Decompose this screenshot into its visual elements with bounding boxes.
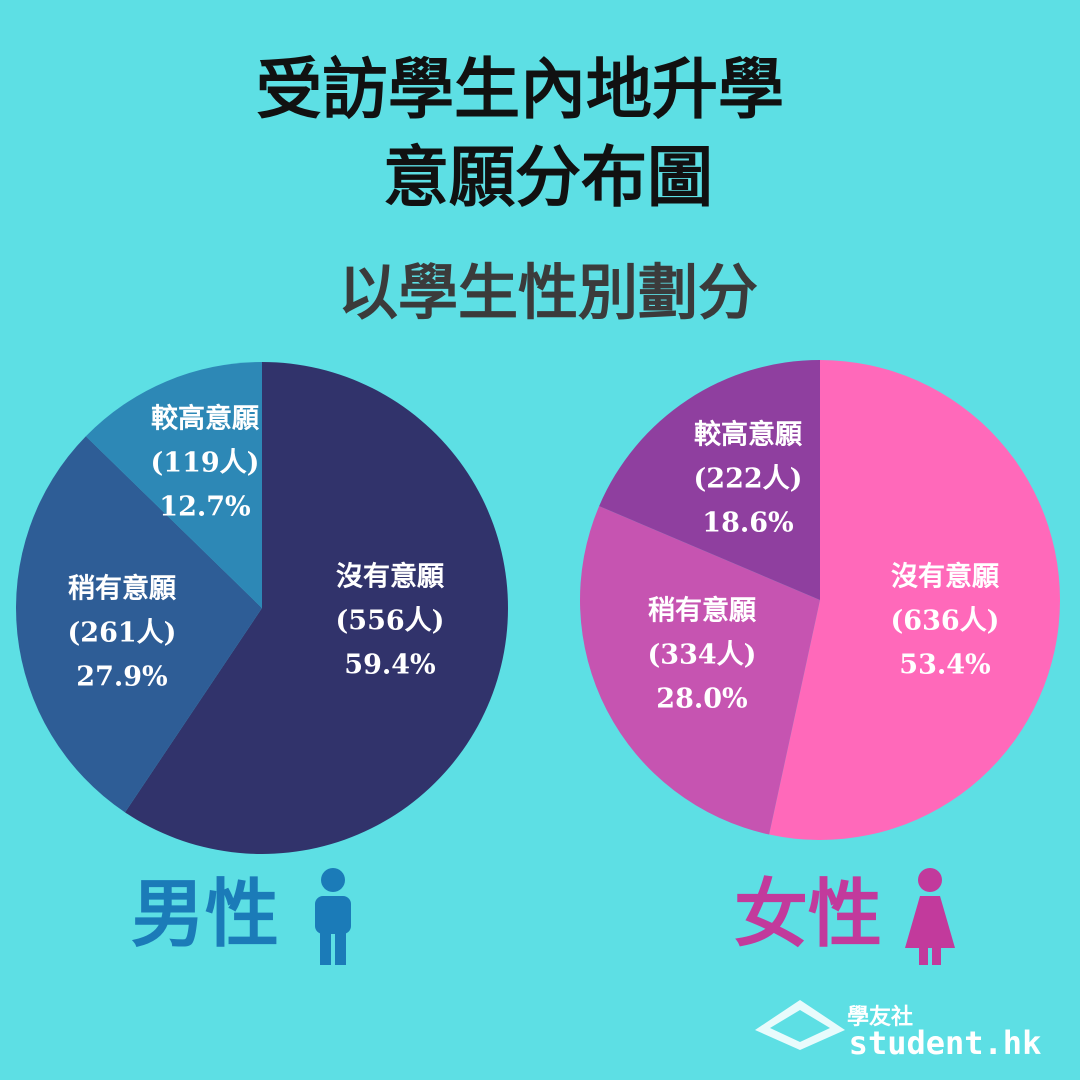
logo-name: 學友社	[847, 1004, 913, 1030]
title-line: 意願分布圖	[383, 138, 713, 216]
logo: 學友社 student.hk	[755, 1000, 1041, 1062]
pie-slice	[580, 506, 820, 835]
slice-category: 稍有意願	[648, 595, 757, 627]
slice-count: (119人)	[151, 448, 260, 479]
male-icon	[315, 868, 351, 965]
slice-percent: 27.9%	[76, 662, 167, 693]
pie-slice	[599, 360, 820, 600]
pie-slice	[16, 436, 262, 813]
pie-title: 女性	[734, 872, 882, 958]
slice-percent: 59.4%	[344, 650, 435, 681]
slice-category: 較高意願	[151, 403, 260, 435]
logo-url: student.hk	[849, 1024, 1042, 1062]
slice-category: 稍有意願	[68, 573, 177, 605]
female-icon	[905, 868, 955, 965]
slice-count: (636人)	[891, 606, 1000, 637]
slice-category: 沒有意願	[336, 561, 445, 593]
slice-count: (222人)	[694, 464, 803, 495]
slice-category: 沒有意願	[891, 561, 1000, 593]
subtitle: 以學生性別劃分	[338, 259, 758, 329]
slice-count: (334人)	[648, 640, 757, 671]
title-line: 受訪學生內地升學	[256, 50, 784, 128]
slice-percent: 18.6%	[702, 508, 793, 539]
slice-count: (261人)	[68, 618, 177, 649]
pie-title: 男性	[131, 872, 279, 958]
pie-slice	[125, 362, 509, 854]
slice-percent: 53.4%	[899, 650, 990, 681]
slice-count: (556人)	[336, 606, 445, 637]
slice-percent: 28.0%	[656, 684, 747, 715]
slice-category: 較高意願	[694, 419, 803, 451]
pie-slice	[85, 362, 262, 608]
slice-percent: 12.7%	[159, 492, 250, 523]
pie-slice	[769, 360, 1060, 840]
